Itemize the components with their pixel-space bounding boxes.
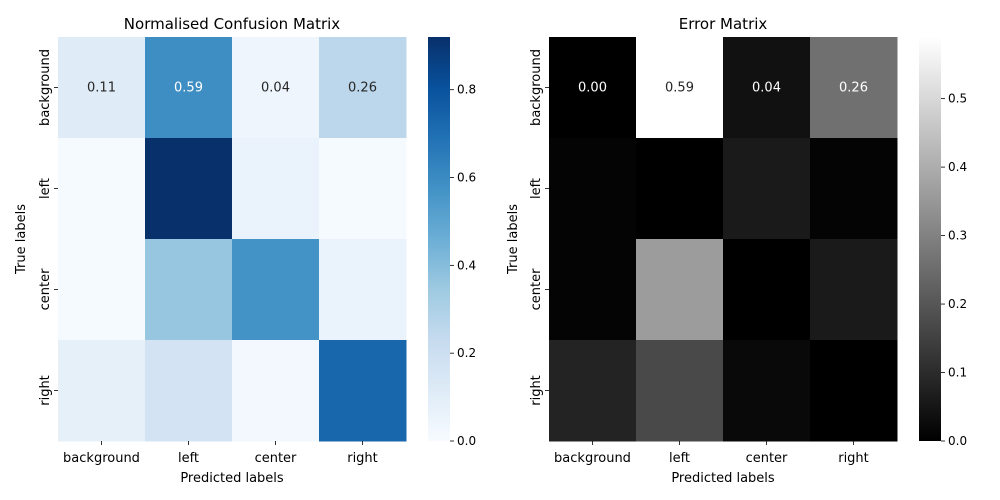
y-tick-label: left <box>529 178 544 199</box>
colorbar-tick-label: 0.2 <box>948 297 967 311</box>
heatmap-cell <box>232 37 320 139</box>
colorbar-gradient <box>428 37 450 441</box>
colorbar-gradient <box>919 37 941 441</box>
heatmap-cell <box>810 340 898 442</box>
heatmap-cells <box>549 37 898 442</box>
heatmap-cell <box>58 239 146 341</box>
heatmap-cell <box>319 239 407 341</box>
heatmap-cell <box>145 340 233 442</box>
colorbar-tick-label: 0.5 <box>948 92 967 106</box>
colorbar-tick-label: 0.2 <box>457 346 476 360</box>
heatmap-cell <box>232 138 320 240</box>
y-tick-label: background <box>529 49 544 126</box>
heatmap-cell <box>810 239 898 341</box>
heatmap-cell <box>145 37 233 139</box>
x-axis-label: Predicted labels <box>671 471 775 486</box>
x-tick-label: right <box>347 451 378 466</box>
heatmap-cell <box>549 37 637 139</box>
cell-annotation: 0.26 <box>348 81 377 96</box>
y-tick-label: center <box>529 268 544 310</box>
x-tick-label: center <box>746 451 788 466</box>
heatmap-cell <box>723 37 811 139</box>
heatmap-cell <box>145 138 233 240</box>
x-tick-label: right <box>838 451 869 466</box>
colorbar-tick-label: 0.0 <box>457 434 476 448</box>
cell-annotation: 0.59 <box>174 81 203 96</box>
cell-annotation: 0.26 <box>839 81 868 96</box>
heatmap-cell <box>319 37 407 139</box>
heatmap-cell <box>549 138 637 240</box>
cell-annotations: 0.00 0.59 0.04 0.26 <box>578 81 868 96</box>
x-axis-label: Predicted labels <box>180 471 284 486</box>
x-tick-label: background <box>554 451 631 466</box>
y-axis-ticks: background left center right <box>38 49 58 406</box>
y-axis-label: True labels <box>14 204 29 275</box>
heatmap-cell <box>810 37 898 139</box>
chart-title: Normalised Confusion Matrix <box>124 15 341 33</box>
heatmap-cell <box>636 340 724 442</box>
colorbar-tick-label: 0.4 <box>948 160 967 174</box>
colorbar-tick-label: 0.1 <box>948 366 967 380</box>
heatmap-cell <box>232 340 320 442</box>
heatmap-cell <box>319 138 407 240</box>
heatmap-cell <box>232 239 320 341</box>
colorbar-tick-label: 0.4 <box>457 258 476 272</box>
heatmap-cell <box>636 138 724 240</box>
x-tick-label: background <box>63 451 140 466</box>
heatmap-cell <box>723 340 811 442</box>
y-tick-label: right <box>38 375 53 406</box>
heatmap-cell <box>810 138 898 240</box>
y-axis-ticks: background left center right <box>529 49 549 406</box>
x-tick-label: left <box>178 451 199 466</box>
cell-annotation: 0.04 <box>752 81 781 96</box>
heatmap-cells <box>58 37 407 442</box>
error-matrix-panel: Error Matrix 0.00 0.59 0.04 0.26 background… <box>506 15 967 486</box>
y-axis-label: True labels <box>506 204 521 275</box>
heatmap-cell <box>723 239 811 341</box>
x-tick-label: left <box>669 451 690 466</box>
cell-annotation: 0.04 <box>261 81 290 96</box>
heatmap-cell <box>636 37 724 139</box>
colorbar-tick-label: 0.3 <box>948 229 967 243</box>
heatmap-cell <box>319 340 407 442</box>
x-axis-ticks: background left center right <box>554 441 869 466</box>
y-tick-label: center <box>38 268 53 310</box>
cell-annotation: 0.59 <box>665 81 694 96</box>
heatmap-cell <box>549 340 637 442</box>
heatmap-cell <box>636 239 724 341</box>
colorbar: 0.0 0.1 0.2 0.3 0.4 0.5 <box>919 37 967 448</box>
x-tick-label: center <box>255 451 297 466</box>
heatmap-cell <box>723 138 811 240</box>
y-tick-label: background <box>38 49 53 126</box>
cell-annotation: 0.00 <box>578 81 607 96</box>
colorbar-tick-label: 0.0 <box>948 434 967 448</box>
cell-annotations: 0.11 0.59 0.04 0.26 <box>87 81 377 96</box>
heatmap-cell <box>58 138 146 240</box>
heatmap-cell <box>145 239 233 341</box>
x-axis-ticks: background left center right <box>63 441 378 466</box>
colorbar: 0.0 0.2 0.4 0.6 0.8 <box>428 37 476 448</box>
colorbar-tick-label: 0.6 <box>457 171 476 185</box>
y-tick-label: left <box>38 178 53 199</box>
confusion-matrix-panel: Normalised Confusion Matrix 0.11 0.59 0.04… <box>14 15 476 486</box>
heatmap-cell <box>58 340 146 442</box>
heatmap-cell <box>58 37 146 139</box>
chart-title: Error Matrix <box>679 15 768 33</box>
cell-annotation: 0.11 <box>87 81 116 96</box>
y-tick-label: right <box>529 375 544 406</box>
heatmap-cell <box>549 239 637 341</box>
colorbar-tick-label: 0.8 <box>457 83 476 97</box>
